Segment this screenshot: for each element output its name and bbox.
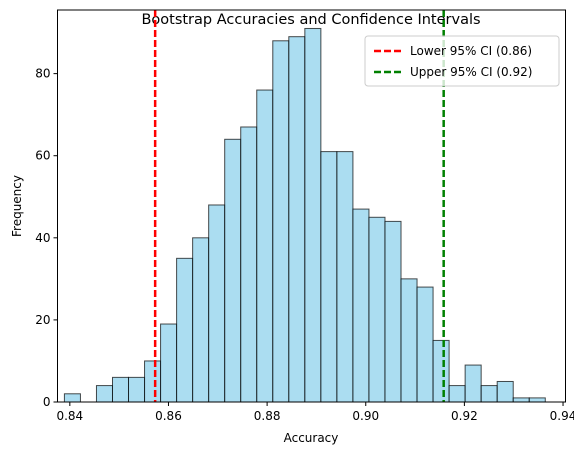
y-tick-label: 0	[43, 395, 51, 409]
y-axis-ticks: 0 20 40 60 80	[35, 67, 58, 409]
y-tick-label: 40	[35, 231, 50, 245]
x-tick-label: 0.88	[254, 409, 281, 423]
x-tick-label: 0.86	[155, 409, 182, 423]
histogram-bar	[368, 216, 386, 403]
x-tick-label: 0.90	[352, 409, 379, 423]
histogram-bar	[352, 208, 370, 403]
histogram-bar	[480, 385, 498, 403]
legend-box	[364, 35, 560, 87]
histogram-bar	[512, 397, 530, 403]
histogram-bar	[464, 364, 482, 403]
histogram-bar	[144, 360, 162, 403]
histogram-bar	[128, 376, 146, 403]
histogram-bars	[63, 27, 546, 403]
histogram-bar	[272, 40, 290, 403]
x-tick-label: 0.94	[550, 409, 574, 423]
x-tick-label: 0.92	[451, 409, 478, 423]
x-tick-label: 0.84	[56, 409, 83, 423]
histogram-bar	[224, 138, 242, 403]
plot-frame	[57, 9, 566, 403]
histogram-bar	[448, 385, 466, 403]
legend: Lower 95% CI (0.86) Upper 95% CI (0.92)	[364, 35, 560, 87]
histogram-bar	[320, 151, 338, 403]
histogram-bar	[176, 257, 194, 403]
histogram-bar	[432, 339, 450, 403]
histogram-bar	[304, 27, 322, 403]
histogram-bar	[496, 380, 514, 403]
histogram-bar	[288, 36, 306, 403]
histogram-bar	[95, 385, 113, 403]
histogram-bar	[208, 204, 226, 403]
chart-title: Bootstrap Accuracies and Confidence Inte…	[141, 12, 480, 28]
x-axis-label: Accuracy	[284, 431, 339, 445]
y-tick-label: 80	[35, 67, 50, 81]
legend-label-lower-ci: Lower 95% CI (0.86)	[410, 44, 532, 58]
histogram-bar	[336, 151, 354, 403]
histogram-bar	[111, 376, 130, 403]
legend-label-upper-ci: Upper 95% CI (0.92)	[410, 65, 532, 79]
y-tick-label: 20	[35, 313, 50, 327]
histogram-bar	[384, 220, 402, 403]
histogram-bar	[192, 237, 210, 403]
histogram-bar	[160, 323, 178, 403]
histogram-bar	[256, 89, 274, 403]
y-tick-label: 60	[35, 149, 50, 163]
histogram-bar	[528, 397, 546, 403]
histogram-bar	[63, 393, 81, 403]
x-axis-ticks: 0.84 0.86 0.88 0.90 0.92 0.94	[56, 402, 574, 423]
y-axis-label: Frequency	[10, 175, 24, 237]
histogram-bar	[240, 126, 258, 403]
histogram-bar	[416, 286, 434, 403]
histogram-bar	[400, 278, 418, 403]
